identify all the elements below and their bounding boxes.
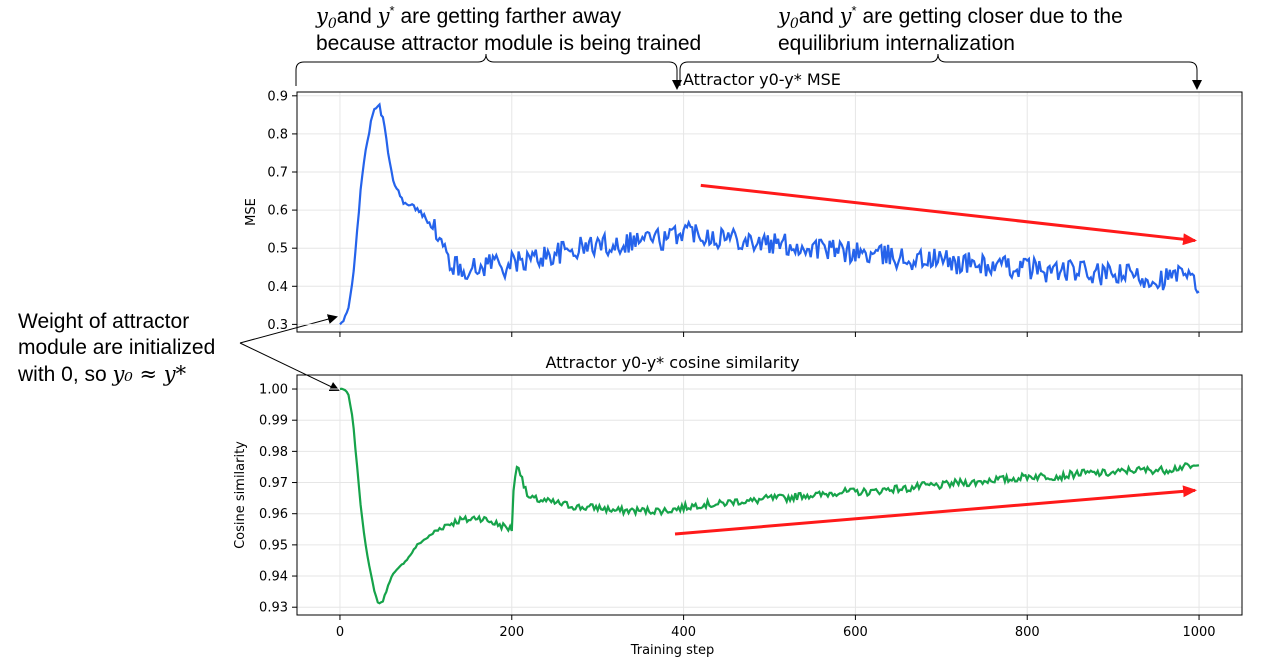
y-tick-label: 0.7 [267,166,288,181]
cosine-axes-frame [296,374,1243,616]
mse-series-line [339,102,1200,326]
x-tick-label: 800 [1015,625,1040,640]
mse-y-axis-label: MSE [244,198,259,226]
y-tick-label: 0.4 [267,280,288,295]
annotation-left-line2: module are initialized [18,336,215,359]
mse-y-ticks: 0.3 0.4 0.5 0.6 0.7 0.8 0.9 [267,89,297,333]
cosine-x-axis-label: Training step [630,643,715,658]
annotation-left-line1: Weight of attractor [18,310,189,333]
cosine-series-line [339,387,1200,605]
cosine-trend-arrow [674,485,1198,536]
pointer-arrow-cos [239,342,340,392]
y-tick-label: 0.97 [259,476,288,491]
brace-left [295,53,678,86]
y-tick-label: 0.93 [259,601,288,616]
pointer-arrow-mse [239,314,338,344]
annotation-top-left-line2: because attractor module is being traine… [316,32,701,55]
mse-plot-title: Attractor y0-y* MSE [683,70,841,89]
annotation-left-line3: with 0, so y₀ ≈ y* [17,362,187,386]
y-tick-label: 0.98 [259,445,288,460]
annotation-top-left-line1: y0and y* are getting farther away [315,3,622,32]
cosine-plot-title: Attractor y0-y* cosine similarity [545,353,799,372]
cosine-y-ticks: 0.93 0.94 0.95 0.96 0.97 0.98 0.99 1.00 [259,383,297,616]
mse-trend-arrow [700,183,1198,246]
y-tick-label: 0.6 [267,204,288,219]
x-tick-label: 1000 [1182,625,1215,640]
cosine-plot: 0 200 400 600 800 1000 0.930.940.950.960.970.… [233,353,1243,658]
brace-right [679,53,1198,86]
y-tick-label: 0.8 [267,127,288,142]
x-tick-label: 200 [499,625,524,640]
y-tick-label: 0.5 [267,242,288,257]
annotation-top-right-line1: y0and y* are getting closer due to the [777,3,1123,32]
mse-grid [297,92,1242,332]
y-tick-label: 0.95 [259,538,288,553]
cosine-x-ticks: 0 200 400 600 800 1000 [336,615,1216,640]
mse-x-ticks [339,332,1200,337]
x-tick-label: 600 [843,625,868,640]
y-tick-label: 0.9 [267,89,288,104]
cosine-y-axis-label: Cosine similarity [233,441,248,549]
mse-plot: 0.3 0.4 0.5 0.6 0.7 0.8 0.9 Attractor y0-y* MS… [244,70,1243,337]
x-tick-label: 400 [671,625,696,640]
y-tick-label: 0.3 [267,318,288,333]
x-tick-label: 0 [336,625,344,640]
mse-axes-frame [296,91,1243,333]
y-tick-label: 0.94 [259,570,288,585]
y-tick-label: 0.99 [259,414,288,429]
cosine-grid [297,375,1242,615]
y-tick-label: 1.00 [259,383,288,398]
y-tick-label: 0.96 [259,507,288,522]
annotation-top-right-line2: equilibrium internalization [778,32,1015,55]
